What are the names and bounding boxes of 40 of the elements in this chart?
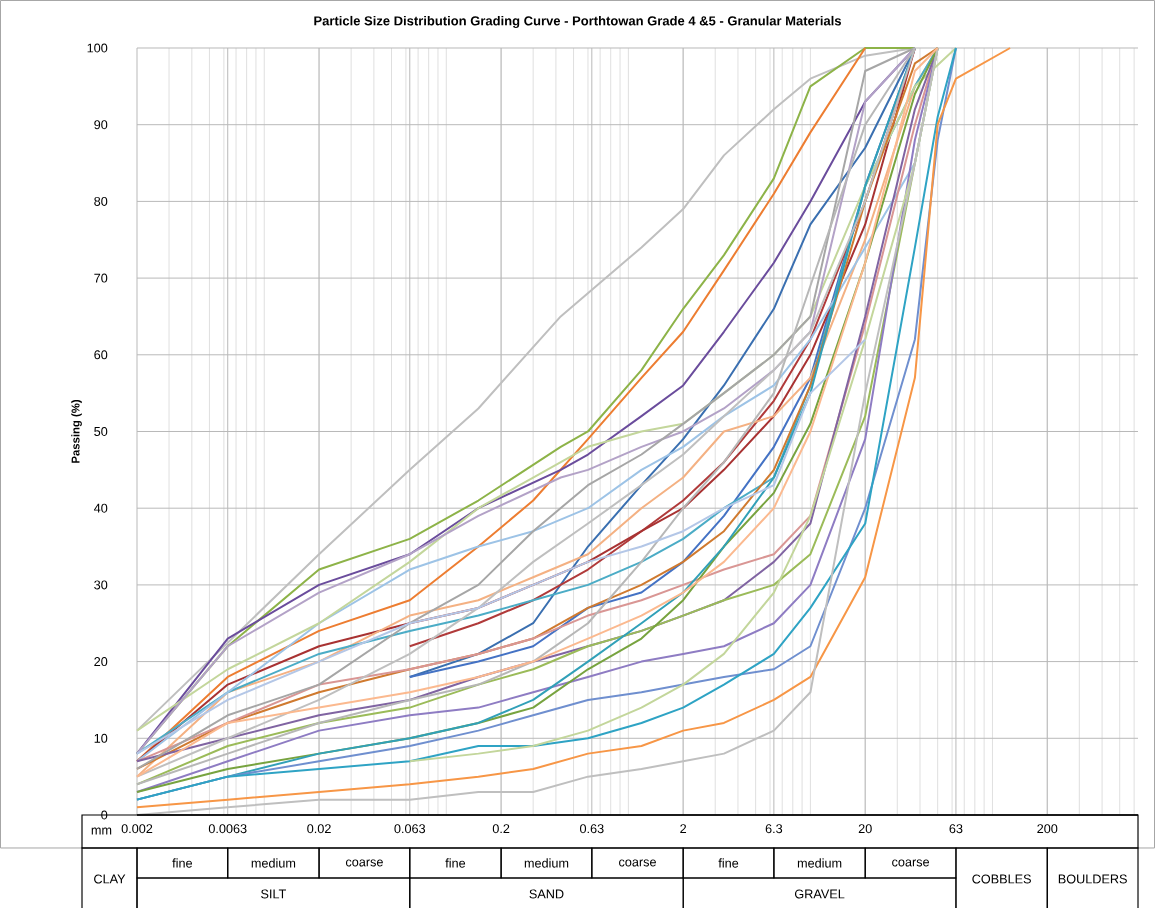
y-tick-label: 20 (94, 657, 108, 667)
text: fine (172, 858, 193, 868)
x-tick-label: 0.063 (394, 824, 426, 834)
text: BOULDERS (1058, 874, 1127, 884)
text: SAND (529, 889, 564, 899)
x-tick-label: 2 (680, 824, 687, 834)
text: CLAY (94, 874, 126, 884)
text: coarse (619, 859, 656, 867)
text: GRAVEL (794, 889, 845, 899)
x-tick-label: 0.002 (121, 824, 153, 834)
text: medium (797, 858, 842, 868)
text: fine (445, 858, 466, 868)
x-tick-label: 6.3 (765, 824, 783, 834)
x-tick-label: 0.0063 (208, 824, 247, 834)
y-tick-label: 70 (94, 273, 108, 283)
text: COBBLES (972, 874, 1031, 884)
y-tick-label: 50 (94, 426, 108, 436)
x-tick-label: 0.02 (307, 824, 331, 834)
text: coarse (892, 859, 930, 867)
text: SILT (261, 889, 287, 899)
text: coarse (345, 859, 383, 867)
y-tick-label: 90 (94, 120, 108, 130)
x-tick-label: 0.63 (580, 824, 604, 834)
x-tick-label: 200 (1037, 824, 1058, 834)
y-tick-label: 30 (94, 580, 108, 590)
y-tick-label: 0 (101, 810, 108, 820)
text: medium (524, 858, 569, 868)
text: medium (251, 858, 296, 868)
y-tick-label: 10 (94, 733, 108, 743)
x-tick-label: 63 (949, 824, 963, 834)
y-tick-label: 60 (94, 350, 108, 360)
x-axis-title: mm (91, 827, 112, 835)
y-tick-label: 100 (87, 43, 108, 53)
y-axis-title: Passing (%) (71, 399, 82, 463)
y-tick-label: 40 (93, 503, 108, 513)
text: fine (718, 858, 739, 868)
y-tick-label: 80 (94, 196, 108, 206)
x-tick-label: 0.2 (492, 824, 510, 834)
x-tick-label: 20 (858, 824, 872, 834)
chart-title: Particle Size Distribution Grading Curve - Porthtowan Grade 4 &5 - Granular Materials (314, 15, 841, 29)
